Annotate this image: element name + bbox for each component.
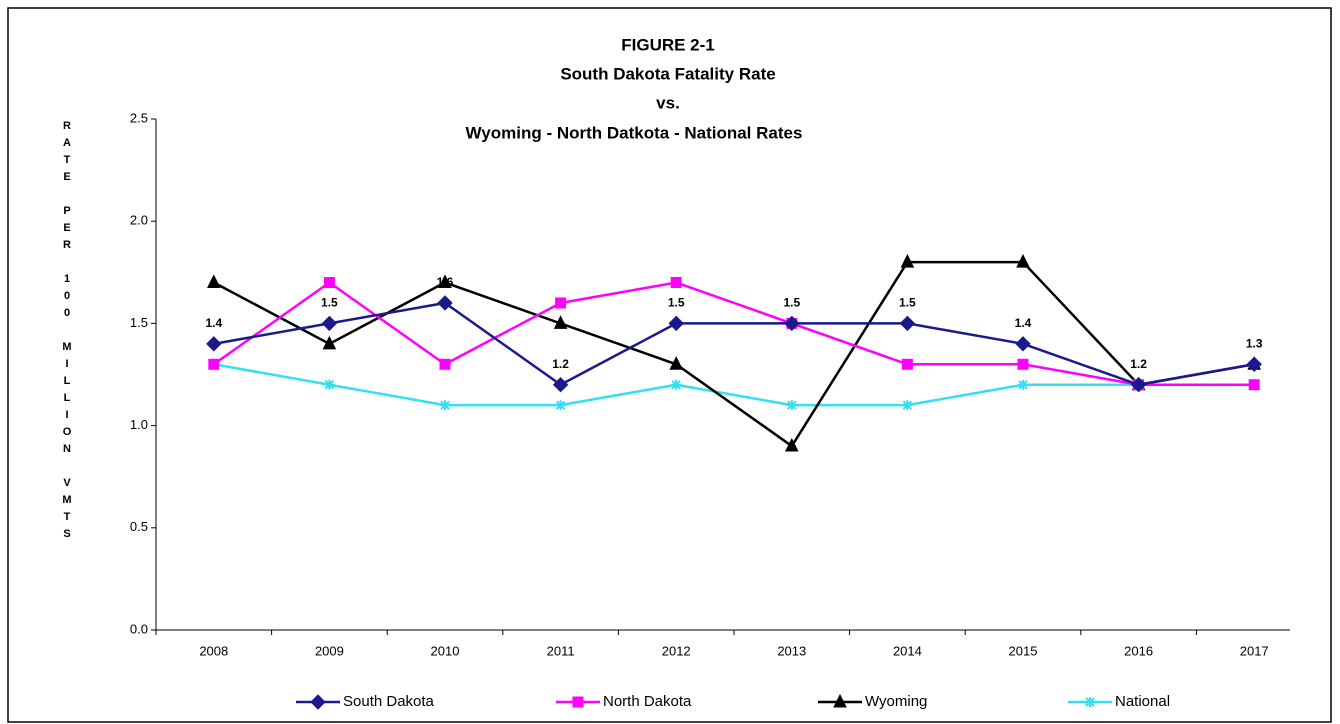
y-tick-label: 1.5 [130, 315, 148, 330]
x-tick-label: 2014 [893, 643, 922, 658]
legend-label: South Dakota [343, 693, 435, 710]
marker [784, 315, 800, 332]
marker [1248, 379, 1260, 391]
data-label: 1.5 [668, 296, 685, 310]
data-label: 1.4 [205, 316, 222, 330]
chart-subtitle: vs. [656, 93, 680, 112]
data-label: 1.4 [1015, 316, 1032, 330]
x-tick-label: 2008 [199, 643, 228, 658]
marker [555, 400, 566, 411]
x-tick-label: 2009 [315, 643, 344, 658]
data-label: 1.6 [437, 275, 454, 289]
marker [833, 693, 847, 708]
chart-subtitle: Wyoming - North Datkota - National Rates [466, 123, 803, 142]
y-axis-label: RATE PER 100 MILLION VMTS [61, 120, 73, 545]
marker [310, 694, 326, 710]
data-label: 1.3 [1246, 336, 1263, 350]
data-label: 1.2 [1130, 357, 1147, 371]
marker [1018, 379, 1028, 390]
data-label: 1.5 [783, 296, 800, 310]
marker [1016, 253, 1030, 268]
legend-label: National [1115, 693, 1170, 710]
marker [440, 400, 450, 411]
marker [323, 277, 335, 289]
marker [553, 315, 568, 329]
line [213, 280, 1255, 386]
marker [206, 336, 222, 352]
marker [1085, 697, 1095, 707]
x-tick-label: 2016 [1124, 643, 1153, 658]
marker [670, 277, 682, 289]
x-tick-label: 2010 [431, 643, 460, 658]
line [213, 301, 1255, 387]
marker [572, 696, 584, 708]
marker [900, 253, 915, 268]
y-tick-label: 1.0 [130, 417, 148, 432]
marker [899, 315, 916, 332]
legend-label: North Dakota [603, 693, 692, 710]
marker [552, 377, 569, 393]
line [213, 363, 1255, 407]
data-label: 1.2 [552, 357, 569, 371]
marker [206, 274, 221, 289]
data-label: 1.5 [899, 296, 916, 310]
marker [555, 297, 567, 309]
marker [669, 356, 684, 370]
x-tick-label: 2017 [1240, 643, 1269, 658]
marker [1017, 358, 1029, 370]
marker [902, 400, 913, 411]
data-label: 1.5 [321, 296, 338, 310]
marker [668, 315, 684, 332]
marker [322, 335, 337, 350]
y-tick-label: 0.5 [130, 519, 148, 534]
y-tick-label: 2.5 [130, 110, 148, 125]
marker [324, 379, 335, 390]
x-tick-label: 2012 [662, 643, 691, 658]
marker [437, 295, 453, 311]
marker [786, 400, 797, 411]
marker [208, 358, 220, 370]
marker [784, 437, 799, 452]
chart-frame [7, 7, 1332, 723]
marker [1246, 356, 1262, 372]
x-tick-label: 2013 [777, 643, 806, 658]
marker [671, 379, 682, 390]
y-tick-label: 0.0 [130, 621, 148, 636]
chart-title: FIGURE 2-1 [621, 35, 715, 54]
marker [901, 358, 913, 370]
marker [321, 315, 338, 332]
marker [438, 274, 452, 289]
marker [1130, 377, 1147, 393]
marker [1015, 336, 1031, 352]
marker [439, 358, 451, 370]
legend-label: Wyoming [865, 693, 927, 710]
x-tick-label: 2015 [1009, 643, 1038, 658]
chart-subtitle: South Dakota Fatality Rate [560, 64, 775, 83]
x-tick-label: 2011 [547, 643, 575, 658]
y-tick-label: 2.0 [130, 213, 148, 228]
